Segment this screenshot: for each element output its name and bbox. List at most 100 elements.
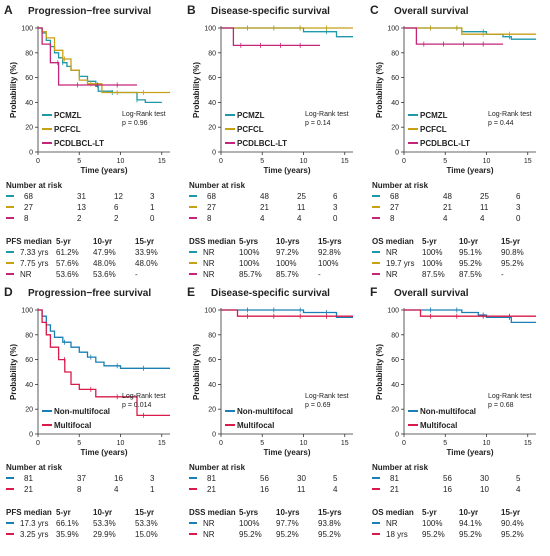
risk-table-cell: 21 bbox=[443, 203, 452, 212]
risk-table-cell: 11 bbox=[297, 203, 306, 212]
y-tick-label: 100 bbox=[387, 308, 399, 315]
summary-table-cell: NR bbox=[386, 270, 398, 279]
summary-table-cell: 53.6% bbox=[56, 270, 79, 279]
risk-table-cell: 4 bbox=[114, 485, 119, 494]
y-tick-label: 80 bbox=[391, 50, 399, 57]
x-tick-label: 10 bbox=[300, 158, 308, 165]
summary-table-cell: 7.75 yrs bbox=[20, 259, 48, 268]
risk-table-cell: 4 bbox=[480, 214, 485, 223]
y-tick-label: 0 bbox=[29, 150, 33, 157]
summary-table-cell: 95.2% bbox=[501, 259, 524, 268]
x-tick-label: 10 bbox=[483, 158, 491, 165]
risk-table-title: Number at risk bbox=[6, 181, 63, 190]
survival-curve bbox=[404, 309, 536, 317]
x-tick-label: 5 bbox=[260, 440, 264, 447]
y-tick-label: 100 bbox=[387, 26, 399, 33]
summary-table-cell: 48.0% bbox=[93, 259, 116, 268]
summary-table-cell: 97.2% bbox=[276, 248, 299, 257]
x-axis-label: Time (years) bbox=[81, 448, 128, 457]
risk-table-cell: 0 bbox=[516, 214, 521, 223]
y-tick-label: 0 bbox=[212, 150, 216, 157]
risk-table-cell: 4 bbox=[443, 214, 448, 223]
y-tick-label: 20 bbox=[391, 407, 399, 414]
summary-table-cell: 95.2% bbox=[501, 530, 524, 539]
summary-header-cell: 15-yr bbox=[501, 237, 520, 246]
risk-table-cell: 16 bbox=[114, 474, 123, 483]
x-tick-label: 0 bbox=[36, 158, 40, 165]
summary-header-cell: 10-yrs bbox=[276, 508, 300, 517]
summary-table-cell: - bbox=[318, 270, 321, 279]
x-tick-label: 15 bbox=[341, 440, 349, 447]
risk-table-cell: 4 bbox=[260, 214, 265, 223]
summary-table-cell: NR bbox=[386, 519, 398, 528]
summary-header-cell: 15-yr bbox=[135, 237, 154, 246]
x-axis-label: Time (years) bbox=[264, 448, 311, 457]
survival-curve bbox=[221, 309, 353, 319]
summary-header-cell: DSS median bbox=[189, 508, 236, 517]
risk-table-cell: 4 bbox=[333, 485, 338, 494]
survival-curve bbox=[38, 309, 170, 369]
risk-table-title: Number at risk bbox=[372, 463, 429, 472]
risk-table-cell: 68 bbox=[390, 192, 399, 201]
survival-curve bbox=[38, 27, 170, 94]
summary-table-cell: NR bbox=[386, 248, 398, 257]
summary-table-cell: NR bbox=[203, 259, 215, 268]
summary-table-cell: 95.1% bbox=[459, 248, 482, 257]
panel-title: Progression−free survival bbox=[28, 6, 151, 17]
x-tick-label: 10 bbox=[117, 158, 125, 165]
risk-table-cell: 30 bbox=[297, 474, 306, 483]
logrank-label: Log-Rank test bbox=[305, 393, 349, 400]
risk-table-cell: 21 bbox=[24, 485, 33, 494]
x-tick-label: 0 bbox=[402, 158, 406, 165]
x-tick-label: 10 bbox=[300, 440, 308, 447]
summary-header-cell: 5-yr bbox=[56, 237, 71, 246]
y-tick-label: 40 bbox=[391, 382, 399, 389]
summary-table-cell: 90.4% bbox=[501, 519, 524, 528]
legend-label: PCFCL bbox=[54, 125, 81, 134]
summary-table-cell: 100% bbox=[239, 519, 259, 528]
summary-table-cell: 100% bbox=[239, 248, 259, 257]
x-tick-label: 5 bbox=[443, 158, 447, 165]
summary-header-cell: 5-yrs bbox=[239, 237, 259, 246]
risk-table-cell: 2 bbox=[77, 214, 82, 223]
summary-table-cell: 97.7% bbox=[276, 519, 299, 528]
y-tick-label: 60 bbox=[25, 357, 33, 364]
y-tick-label: 40 bbox=[208, 100, 216, 107]
y-tick-label: 20 bbox=[25, 407, 33, 414]
x-tick-label: 10 bbox=[117, 440, 125, 447]
summary-table-cell: 3.25 yrs bbox=[20, 530, 48, 539]
survival-curve bbox=[404, 309, 536, 324]
summary-table-cell: 57.6% bbox=[56, 259, 79, 268]
panel-title: Progression−free survival bbox=[28, 288, 151, 299]
panel-letter: A bbox=[4, 3, 13, 17]
summary-table-cell: 33.9% bbox=[135, 248, 158, 257]
risk-table-title: Number at risk bbox=[189, 181, 246, 190]
y-axis-label: Probability (%) bbox=[375, 62, 384, 118]
risk-table-cell: 48 bbox=[260, 192, 269, 201]
summary-header-cell: 15-yrs bbox=[318, 237, 342, 246]
summary-header-cell: 5-yrs bbox=[239, 508, 259, 517]
y-axis-label: Probability (%) bbox=[192, 62, 201, 118]
risk-table-cell: 68 bbox=[24, 192, 33, 201]
y-tick-label: 40 bbox=[25, 382, 33, 389]
summary-table-cell: NR bbox=[203, 519, 215, 528]
x-tick-label: 15 bbox=[158, 440, 166, 447]
x-tick-label: 15 bbox=[524, 158, 532, 165]
y-tick-label: 60 bbox=[208, 357, 216, 364]
x-tick-label: 5 bbox=[77, 158, 81, 165]
risk-table-cell: 48 bbox=[443, 192, 452, 201]
survival-curve bbox=[221, 309, 353, 317]
summary-table-cell: 53.6% bbox=[93, 270, 116, 279]
legend-label: PCFCL bbox=[237, 125, 264, 134]
y-tick-label: 100 bbox=[21, 308, 33, 315]
risk-table-cell: 5 bbox=[516, 474, 521, 483]
panel-e: E Disease-specific survival 0 20 40 60 80 100 0 5… bbox=[187, 285, 353, 539]
survival-curve bbox=[404, 27, 503, 45]
y-tick-label: 40 bbox=[391, 100, 399, 107]
summary-table-cell: 100% bbox=[422, 259, 442, 268]
risk-table-cell: 11 bbox=[480, 203, 489, 212]
risk-table-cell: 8 bbox=[390, 214, 395, 223]
summary-table-cell: 48.0% bbox=[135, 259, 158, 268]
risk-table-cell: 30 bbox=[480, 474, 489, 483]
